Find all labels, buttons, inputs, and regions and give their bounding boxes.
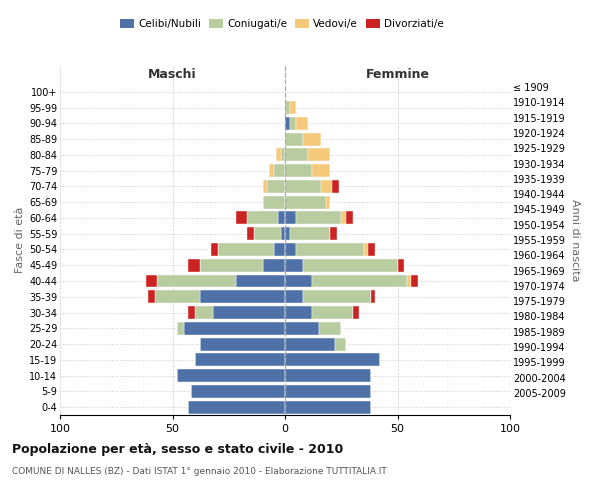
Bar xyxy=(267,180,285,193)
Bar xyxy=(281,227,285,240)
Bar xyxy=(321,180,332,193)
Bar xyxy=(195,306,213,319)
Y-axis label: Fasce di età: Fasce di età xyxy=(14,207,25,273)
Bar xyxy=(319,322,341,335)
Bar xyxy=(290,227,330,240)
Bar xyxy=(285,259,303,272)
Text: Maschi: Maschi xyxy=(148,68,197,81)
Bar xyxy=(188,306,195,319)
Bar xyxy=(312,164,330,177)
Bar xyxy=(278,212,285,224)
Bar xyxy=(296,117,308,130)
Bar xyxy=(263,259,285,272)
Bar xyxy=(312,306,353,319)
Bar xyxy=(263,196,285,208)
Bar xyxy=(235,212,247,224)
Bar xyxy=(296,212,341,224)
Bar xyxy=(285,227,290,240)
Bar xyxy=(211,243,218,256)
Bar xyxy=(285,180,321,193)
Bar xyxy=(177,369,285,382)
Bar xyxy=(285,400,371,413)
Bar xyxy=(285,338,335,350)
Bar xyxy=(364,243,368,256)
Bar xyxy=(247,212,278,224)
Bar xyxy=(303,290,371,303)
Y-axis label: Anni di nascita: Anni di nascita xyxy=(569,198,580,281)
Bar xyxy=(335,338,346,350)
Bar xyxy=(285,117,290,130)
Bar xyxy=(285,164,312,177)
Bar xyxy=(191,385,285,398)
Text: COMUNE DI NALLES (BZ) - Dati ISTAT 1° gennaio 2010 - Elaborazione TUTTITALIA.IT: COMUNE DI NALLES (BZ) - Dati ISTAT 1° ge… xyxy=(12,468,387,476)
Bar xyxy=(276,148,281,162)
Text: Popolazione per età, sesso e stato civile - 2010: Popolazione per età, sesso e stato civil… xyxy=(12,442,343,456)
Bar xyxy=(398,259,404,272)
Bar xyxy=(290,117,296,130)
Bar xyxy=(285,132,303,145)
Bar xyxy=(263,180,267,193)
Bar xyxy=(325,196,330,208)
Bar xyxy=(213,306,285,319)
Bar xyxy=(148,290,155,303)
Bar xyxy=(199,338,285,350)
Bar xyxy=(285,306,312,319)
Bar xyxy=(368,243,375,256)
Bar xyxy=(290,101,296,114)
Bar xyxy=(332,180,339,193)
Bar xyxy=(177,322,184,335)
Bar xyxy=(195,354,285,366)
Bar xyxy=(235,274,285,287)
Bar xyxy=(308,148,330,162)
Bar xyxy=(188,259,199,272)
Bar xyxy=(296,243,364,256)
Bar xyxy=(285,243,296,256)
Bar xyxy=(285,274,312,287)
Bar xyxy=(303,259,398,272)
Bar xyxy=(285,196,325,208)
Bar xyxy=(274,243,285,256)
Bar xyxy=(312,274,407,287)
Bar xyxy=(285,385,371,398)
Bar xyxy=(285,101,290,114)
Legend: Celibi/Nubili, Coniugati/e, Vedovi/e, Divorziati/e: Celibi/Nubili, Coniugati/e, Vedovi/e, Di… xyxy=(116,15,448,34)
Bar xyxy=(269,164,274,177)
Bar xyxy=(285,148,308,162)
Bar xyxy=(330,227,337,240)
Bar xyxy=(341,212,346,224)
Bar xyxy=(274,164,285,177)
Bar xyxy=(155,290,199,303)
Bar xyxy=(285,290,303,303)
Bar xyxy=(199,290,285,303)
Bar xyxy=(411,274,418,287)
Bar xyxy=(407,274,411,287)
Bar xyxy=(146,274,157,287)
Bar xyxy=(285,354,380,366)
Bar xyxy=(218,243,274,256)
Bar xyxy=(188,400,285,413)
Bar xyxy=(157,274,235,287)
Bar xyxy=(346,212,353,224)
Bar xyxy=(303,132,321,145)
Bar xyxy=(199,259,263,272)
Bar xyxy=(285,322,319,335)
Bar xyxy=(254,227,281,240)
Bar xyxy=(371,290,375,303)
Bar xyxy=(353,306,359,319)
Bar xyxy=(285,369,371,382)
Text: Femmine: Femmine xyxy=(365,68,430,81)
Bar xyxy=(281,148,285,162)
Bar xyxy=(285,212,296,224)
Bar xyxy=(184,322,285,335)
Bar xyxy=(247,227,254,240)
